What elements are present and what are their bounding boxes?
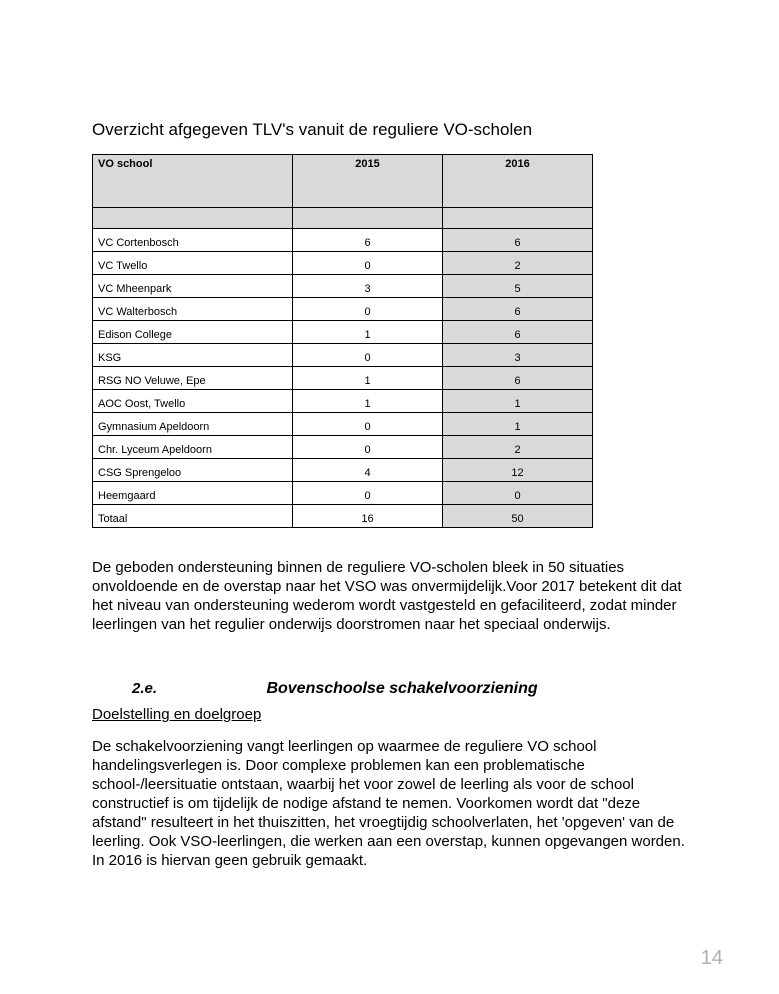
cell-2016: 12: [443, 459, 593, 482]
col-header-2016: 2016: [443, 155, 593, 208]
cell-2015: 4: [293, 459, 443, 482]
paragraph-schakel: De schakelvoorziening vangt leerlingen o…: [92, 737, 697, 870]
cell-2015: 0: [293, 482, 443, 505]
cell-2016: 0: [443, 482, 593, 505]
cell-2016: 6: [443, 229, 593, 252]
table-row: VC Twello02: [93, 252, 593, 275]
cell-school: Edison College: [93, 321, 293, 344]
cell-2015: 6: [293, 229, 443, 252]
table-row: Gymnasium Apeldoorn01: [93, 413, 593, 436]
cell-school: Chr. Lyceum Apeldoorn: [93, 436, 293, 459]
cell-2015: 16: [293, 505, 443, 528]
table-row: Edison College16: [93, 321, 593, 344]
section-title: Bovenschoolse schakelvoorziening: [266, 680, 537, 697]
cell-2015: 1: [293, 367, 443, 390]
page-title: Overzicht afgegeven TLV's vanuit de regu…: [92, 120, 697, 140]
cell-2015: 0: [293, 436, 443, 459]
cell-2015: 1: [293, 321, 443, 344]
cell-school: CSG Sprengeloo: [93, 459, 293, 482]
table-row: VC Cortenbosch66: [93, 229, 593, 252]
section-number: 2.e.: [92, 680, 262, 697]
cell-2015: 3: [293, 275, 443, 298]
table-row: CSG Sprengeloo412: [93, 459, 593, 482]
col-header-2015: 2015: [293, 155, 443, 208]
cell-school: VC Walterbosch: [93, 298, 293, 321]
cell-2016: 2: [443, 436, 593, 459]
subheading: Doelstelling en doelgroep: [92, 706, 697, 723]
table-row: VC Mheenpark35: [93, 275, 593, 298]
table-header-row: VO school 2015 2016: [93, 155, 593, 208]
cell-2016: 2: [443, 252, 593, 275]
cell-school: VC Mheenpark: [93, 275, 293, 298]
table-row: Totaal1650: [93, 505, 593, 528]
cell-2016: 1: [443, 413, 593, 436]
cell-2015: 0: [293, 298, 443, 321]
cell-2015: 0: [293, 344, 443, 367]
cell-school: RSG NO Veluwe, Epe: [93, 367, 293, 390]
table-row: VC Walterbosch06: [93, 298, 593, 321]
table-row: Chr. Lyceum Apeldoorn02: [93, 436, 593, 459]
cell-2016: 1: [443, 390, 593, 413]
cell-2016: 6: [443, 298, 593, 321]
cell-2015: 1: [293, 390, 443, 413]
cell-2015: 0: [293, 252, 443, 275]
cell-school: VC Cortenbosch: [93, 229, 293, 252]
cell-school: KSG: [93, 344, 293, 367]
cell-2016: 50: [443, 505, 593, 528]
cell-school: Totaal: [93, 505, 293, 528]
page-number: 14: [701, 947, 723, 970]
col-header-school: VO school: [93, 155, 293, 208]
cell-school: VC Twello: [93, 252, 293, 275]
tlv-table: VO school 2015 2016 VC Cortenbosch66VC T…: [92, 154, 593, 528]
cell-2016: 6: [443, 367, 593, 390]
table-row: AOC Oost, Twello11: [93, 390, 593, 413]
cell-school: Gymnasium Apeldoorn: [93, 413, 293, 436]
cell-2016: 6: [443, 321, 593, 344]
document-page: Overzicht afgegeven TLV's vanuit de regu…: [0, 0, 779, 994]
table-spacer-row: [93, 208, 593, 229]
section-heading: 2.e. Bovenschoolse schakelvoorziening: [92, 680, 697, 698]
table-row: RSG NO Veluwe, Epe16: [93, 367, 593, 390]
cell-2015: 0: [293, 413, 443, 436]
cell-2016: 3: [443, 344, 593, 367]
table-row: KSG03: [93, 344, 593, 367]
cell-school: Heemgaard: [93, 482, 293, 505]
cell-2016: 5: [443, 275, 593, 298]
paragraph-support: De geboden ondersteuning binnen de regul…: [92, 558, 697, 634]
table-row: Heemgaard00: [93, 482, 593, 505]
cell-school: AOC Oost, Twello: [93, 390, 293, 413]
